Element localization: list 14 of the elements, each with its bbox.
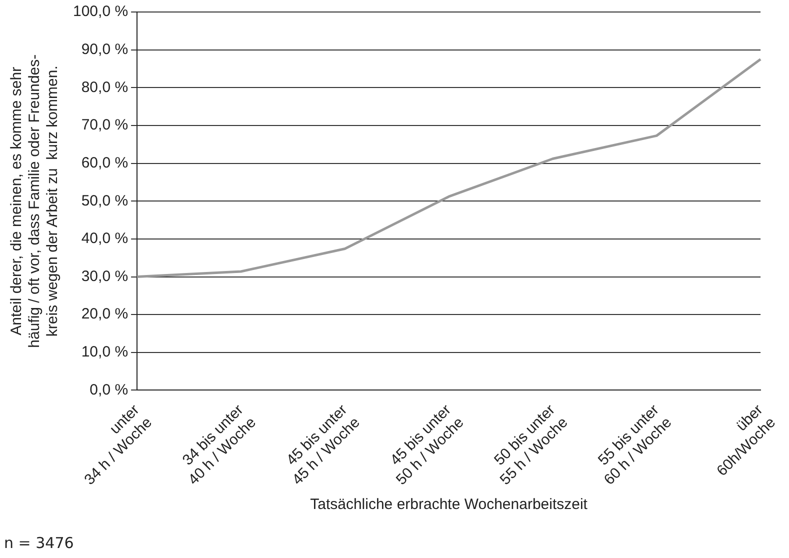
y-tick-label: 60,0 % xyxy=(81,154,128,172)
y-tick-label: 50,0 % xyxy=(81,192,128,210)
y-axis-title: Anteil derer, die meinen, es komme sehr häufig / oft vor, dass Familie oder Freundes- kreis wegen der Arbeit zu kurz kommen. xyxy=(8,54,62,348)
y-tick-label: 100,0 % xyxy=(72,3,128,20)
y-tick-label: 30,0 % xyxy=(81,268,128,285)
text: n = 3476 xyxy=(4,534,74,552)
y-tick-label: 40,0 % xyxy=(81,230,128,248)
x-axis-title: Tatsächliche erbrachte Wochenarbeitszeit xyxy=(310,496,588,514)
y-tick-label: 0,0 % xyxy=(90,381,128,398)
y-tick-label: 70,0 % xyxy=(81,116,128,134)
y-tick-label: 20,0 % xyxy=(81,306,128,323)
y-tick-label: 90,0 % xyxy=(81,40,128,58)
y-tick-label: 80,0 % xyxy=(81,78,128,96)
y-tick-label: 10,0 % xyxy=(81,344,128,361)
